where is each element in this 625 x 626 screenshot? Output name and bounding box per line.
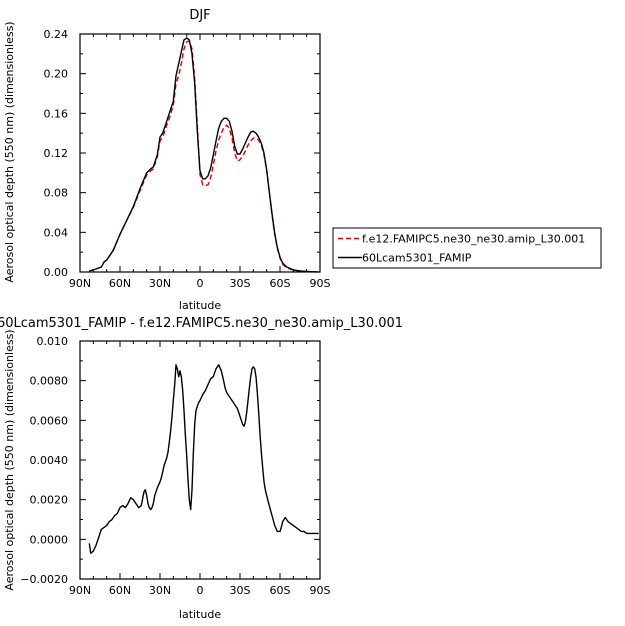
bottom-chart-title: 60Lcam5301_FAMIP - f.e12.FAMIPC5.ne30_ne…	[0, 316, 403, 331]
bottom-x-tick-label: 90N	[69, 584, 91, 597]
legend-entry-label: 60Lcam5301_FAMIP	[362, 252, 472, 265]
bottom-x-tick-label: 60N	[109, 584, 131, 597]
top-y-tick-label: 0.04	[44, 226, 69, 239]
top-x-tick-label: 30N	[149, 277, 171, 290]
bottom-y-tick-label: −0.0020	[20, 573, 68, 586]
top-plot-frame	[79, 33, 321, 273]
top-y-axis-label: Aerosol optical depth (550 nm) (dimensio…	[3, 21, 16, 282]
legend-entry-label: f.e12.FAMIPC5.ne30_ne30.amip_L30.001	[362, 233, 585, 246]
top-x-tick-label: 60N	[109, 277, 131, 290]
legend: f.e12.FAMIPC5.ne30_ne30.amip_L30.001 60L…	[332, 227, 602, 269]
bottom-y-tick-label: 0.0000	[30, 533, 69, 546]
top-x-tick-label: 30S	[230, 277, 251, 290]
bottom-y-tick-label: 0.0080	[30, 375, 69, 388]
top-panel: DJF 90N 60N 30N 0 30S 60S 90S 0.00 0.04 0.08 0.12 0…	[3, 8, 331, 312]
top-plot-area: 90N 60N 30N 0 30S 60S 90S 0.00 0.04 0.08 0.12 0.16 0…	[44, 28, 331, 290]
bottom-y-axis-label: Aerosol optical depth (550 nm) (dimensio…	[3, 329, 16, 590]
top-y-tick-label: 0.24	[44, 28, 69, 41]
bottom-x-tick-label: 30N	[149, 584, 171, 597]
top-y-tick-label: 0.20	[44, 68, 69, 81]
bottom-x-axis-label: latitude	[179, 608, 221, 621]
bottom-panel: 60Lcam5301_FAMIP - f.e12.FAMIPC5.ne30_ne…	[0, 316, 403, 621]
bottom-series-line-0	[88, 364, 319, 554]
bottom-plot-area: 90N 60N 30N 0 30S 60S 90S −0.0020 0.0000 0.0020 0.…	[20, 335, 330, 597]
legend-box	[332, 227, 602, 269]
top-y-tick-label: 0.00	[44, 266, 69, 279]
top-x-tick-label: 90S	[310, 277, 331, 290]
bottom-x-tick-label: 30S	[230, 584, 251, 597]
top-x-tick-label: 60S	[270, 277, 291, 290]
bottom-y-tick-label: 0.010	[37, 335, 69, 348]
top-x-tick-label: 0	[197, 277, 204, 290]
top-y-tick-label: 0.16	[44, 107, 69, 120]
bottom-y-tick-label: 0.0060	[30, 414, 69, 427]
top-x-tick-label: 90N	[69, 277, 91, 290]
bottom-y-tick-label: 0.0020	[30, 494, 69, 507]
top-x-axis-label: latitude	[179, 299, 221, 312]
top-series-line-0	[89, 40, 319, 273]
top-y-tick-label: 0.12	[44, 147, 69, 160]
bottom-y-tick-label: 0.0040	[30, 454, 69, 467]
top-series-line-1	[89, 37, 319, 273]
bottom-x-tick-label: 60S	[270, 584, 291, 597]
bottom-x-tick-label: 0	[197, 584, 204, 597]
top-y-tick-label: 0.08	[44, 187, 69, 200]
bottom-plot-frame	[79, 340, 321, 580]
bottom-x-tick-label: 90S	[310, 584, 331, 597]
top-chart-title: DJF	[189, 8, 210, 23]
